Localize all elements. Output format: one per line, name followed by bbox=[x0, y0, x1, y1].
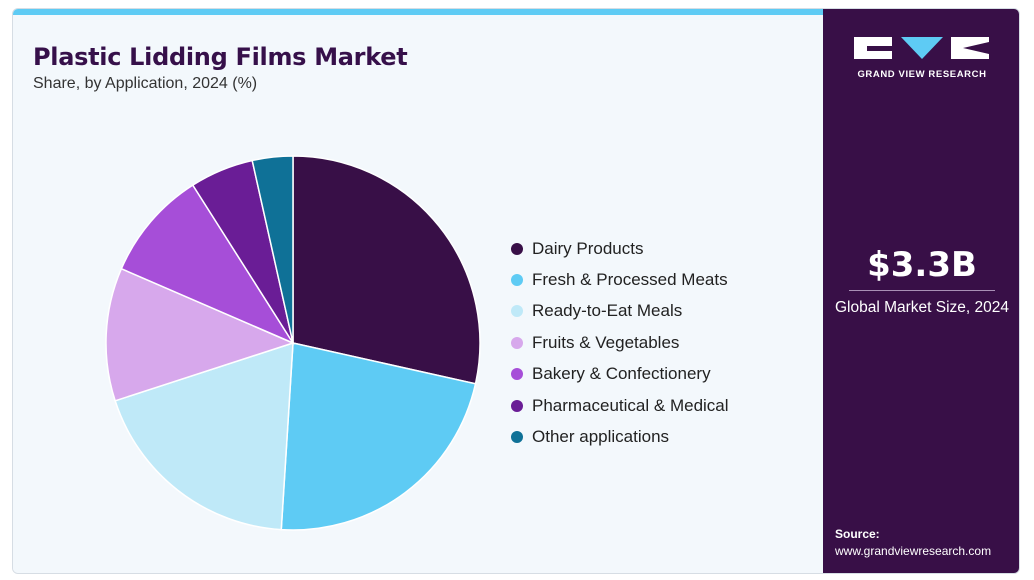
source-label: Source: bbox=[835, 527, 880, 541]
pie-slice-fresh-processed-meats bbox=[280, 342, 477, 531]
legend-label: Other applications bbox=[532, 427, 670, 447]
legend-item: Bakery & Confectionery bbox=[511, 359, 729, 390]
logo-text: GRAND VIEW RESEARCH bbox=[857, 69, 987, 80]
chart-title: Plastic Lidding Films Market bbox=[33, 43, 408, 71]
legend-swatch bbox=[511, 305, 523, 318]
chart-subtitle: Share, by Application, 2024 (%) bbox=[33, 75, 258, 92]
legend-label: Pharmaceutical & Medical bbox=[532, 395, 729, 415]
legend-swatch bbox=[511, 431, 523, 444]
gvr-logo: GRAND VIEW RESEARCH bbox=[851, 35, 993, 80]
legend-item: Dairy Products bbox=[511, 233, 729, 264]
legend-label: Fresh & Processed Meats bbox=[532, 270, 728, 290]
accent-bar bbox=[13, 9, 823, 15]
chart-panel: Plastic Lidding Films Market Share, by A… bbox=[13, 15, 823, 573]
market-size-label: Global Market Size, 2024 bbox=[834, 299, 1010, 316]
legend-item: Pharmaceutical & Medical bbox=[511, 390, 729, 421]
legend-swatch bbox=[511, 399, 523, 412]
pie-slice-ready-to-eat-meals bbox=[114, 341, 294, 531]
legend-label: Fruits & Vegetables bbox=[532, 332, 680, 352]
legend-item: Other applications bbox=[511, 421, 729, 452]
pie-slice-dairy-products bbox=[292, 155, 481, 385]
legend-item: Ready-to-Eat Meals bbox=[511, 296, 729, 327]
report-card: Plastic Lidding Films Market Share, by A… bbox=[12, 8, 1020, 574]
legend-swatch bbox=[511, 274, 523, 287]
legend-swatch bbox=[511, 368, 523, 381]
source-url[interactable]: www.grandviewresearch.com bbox=[835, 544, 992, 558]
pie-slice-bakery-confectionery bbox=[120, 184, 295, 345]
legend-item: Fresh & Processed Meats bbox=[511, 264, 729, 295]
chart-legend: Dairy Products Fresh & Processed Meats Rea… bbox=[511, 233, 729, 453]
legend-item: Fruits & Vegetables bbox=[511, 327, 729, 358]
pie-slice-other-applications bbox=[251, 155, 294, 344]
pie-chart bbox=[105, 155, 481, 531]
legend-label: Ready-to-Eat Meals bbox=[532, 301, 683, 321]
legend-label: Bakery & Confectionery bbox=[532, 364, 711, 384]
legend-swatch bbox=[511, 242, 523, 255]
legend-label: Dairy Products bbox=[532, 238, 644, 258]
legend-swatch bbox=[511, 336, 523, 349]
divider bbox=[849, 290, 995, 291]
market-size-value: $3.3B bbox=[867, 245, 977, 285]
gvr-logo-icon bbox=[854, 37, 989, 59]
side-panel: GRAND VIEW RESEARCH $3.3B Global Market … bbox=[823, 9, 1019, 573]
pie-slice-fruits-vegetables bbox=[105, 267, 296, 402]
